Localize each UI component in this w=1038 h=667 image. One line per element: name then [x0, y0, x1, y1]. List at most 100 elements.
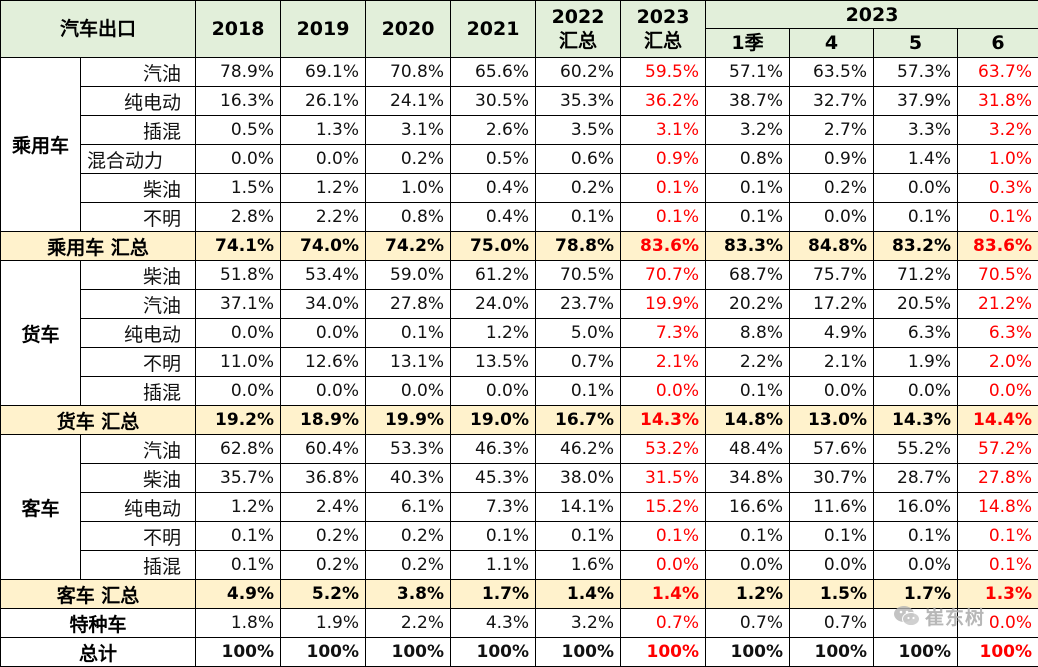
- summary-cell: 1.4%: [536, 580, 621, 609]
- table-cell: 1.5%: [196, 174, 281, 203]
- fuel-type-label: 纯电动: [81, 319, 196, 348]
- table-cell: 0.0%: [790, 377, 874, 406]
- table-cell: 0.0%: [790, 551, 874, 580]
- table-cell: 51.8%: [196, 261, 281, 290]
- table-cell: 4.3%: [451, 609, 536, 638]
- table-cell: 0.7%: [790, 609, 874, 638]
- table-cell: 38.0%: [536, 464, 621, 493]
- table-cell: 6.1%: [366, 493, 451, 522]
- table-cell: 60.4%: [281, 435, 366, 464]
- table-cell: 100%: [790, 638, 874, 667]
- category-label: 货车: [1, 261, 81, 406]
- table-cell: 70.7%: [621, 261, 706, 290]
- table-cell: 16.6%: [706, 493, 790, 522]
- table-cell: 0.0%: [196, 145, 281, 174]
- table-cell: 20.2%: [706, 290, 790, 319]
- table-cell: 0.0%: [621, 551, 706, 580]
- table-cell: 1.2%: [281, 174, 366, 203]
- table-cell: 16.3%: [196, 87, 281, 116]
- table-cell: 2.2%: [281, 203, 366, 232]
- table-cell: 0.7%: [536, 348, 621, 377]
- table-cell: 24.0%: [451, 290, 536, 319]
- summary-cell: 19.0%: [451, 406, 536, 435]
- table-cell: 100%: [958, 638, 1038, 667]
- table-cell: 0.1%: [366, 319, 451, 348]
- table-cell: 1.9%: [874, 348, 958, 377]
- table-cell: 40.3%: [366, 464, 451, 493]
- col-month-6: 6: [958, 29, 1038, 58]
- table-cell: 14.8%: [958, 493, 1038, 522]
- table-cell: 45.3%: [451, 464, 536, 493]
- table-cell: 27.8%: [958, 464, 1038, 493]
- table-cell: 3.1%: [621, 116, 706, 145]
- table-cell: 34.8%: [706, 464, 790, 493]
- table-cell: 53.4%: [281, 261, 366, 290]
- summary-cell: 83.6%: [621, 232, 706, 261]
- summary-cell: 84.8%: [790, 232, 874, 261]
- table-cell: 0.0%: [281, 319, 366, 348]
- table-cell: 0.0%: [621, 377, 706, 406]
- table-cell: 0.2%: [366, 551, 451, 580]
- summary-cell: 19.9%: [366, 406, 451, 435]
- table-cell: 0.1%: [706, 174, 790, 203]
- table-cell: 19.9%: [621, 290, 706, 319]
- table-cell: [874, 609, 958, 638]
- table-cell: 0.8%: [366, 203, 451, 232]
- table-cell: 0.4%: [451, 203, 536, 232]
- total-row-label: 总计: [1, 638, 196, 667]
- table-cell: 70.5%: [536, 261, 621, 290]
- table-cell: 11.6%: [790, 493, 874, 522]
- summary-cell: 75.0%: [451, 232, 536, 261]
- summary-cell: 14.4%: [958, 406, 1038, 435]
- table-cell: 30.7%: [790, 464, 874, 493]
- col-2022-sub: 汇总: [536, 29, 620, 53]
- table-cell: 0.7%: [706, 609, 790, 638]
- table-cell: 0.1%: [706, 203, 790, 232]
- table-cell: 1.0%: [958, 145, 1038, 174]
- fuel-type-label: 不明: [81, 522, 196, 551]
- col-2019: 2019: [281, 1, 366, 58]
- table-cell: 100%: [281, 638, 366, 667]
- table-cell: 26.1%: [281, 87, 366, 116]
- table-cell: 2.7%: [790, 116, 874, 145]
- table-cell: 0.1%: [621, 203, 706, 232]
- table-cell: 2.2%: [366, 609, 451, 638]
- table-cell: 0.0%: [958, 377, 1038, 406]
- table-cell: 0.7%: [621, 609, 706, 638]
- table-cell: 35.7%: [196, 464, 281, 493]
- table-cell: 6.3%: [874, 319, 958, 348]
- summary-cell: 1.4%: [621, 580, 706, 609]
- table-cell: 55.2%: [874, 435, 958, 464]
- table-cell: 1.2%: [451, 319, 536, 348]
- col-2020: 2020: [366, 1, 451, 58]
- table-cell: 1.0%: [366, 174, 451, 203]
- table-cell: 0.0%: [451, 377, 536, 406]
- summary-cell: 74.1%: [196, 232, 281, 261]
- table-cell: 3.2%: [536, 609, 621, 638]
- table-cell: 3.2%: [958, 116, 1038, 145]
- table-cell: 57.3%: [874, 58, 958, 87]
- table-cell: 0.0%: [874, 551, 958, 580]
- table-cell: 0.8%: [706, 145, 790, 174]
- fuel-type-label: 汽油: [81, 435, 196, 464]
- summary-cell: 4.9%: [196, 580, 281, 609]
- table-cell: 0.1%: [790, 522, 874, 551]
- table-cell: 0.1%: [958, 203, 1038, 232]
- fuel-type-label: 不明: [81, 348, 196, 377]
- fuel-type-label: 纯电动: [81, 87, 196, 116]
- fuel-type-label: 柴油: [81, 464, 196, 493]
- table-cell: 53.3%: [366, 435, 451, 464]
- table-cell: 21.2%: [958, 290, 1038, 319]
- table-cell: 100%: [451, 638, 536, 667]
- col-q1: 1季: [706, 29, 790, 58]
- table-cell: 68.7%: [706, 261, 790, 290]
